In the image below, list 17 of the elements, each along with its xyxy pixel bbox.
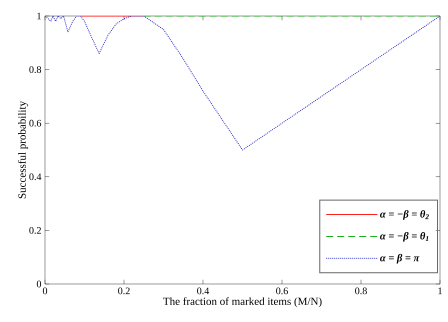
x-axis-title: The fraction of marked items (M/N): [163, 297, 322, 308]
x-tick-label: 0.6: [276, 288, 288, 294]
x-tick-label: 0.4: [197, 288, 210, 294]
x-tick-label: 0.2: [118, 288, 130, 294]
x-tick-label: 0.8: [355, 288, 367, 294]
legend-label: α = β = π: [380, 254, 420, 264]
y-tick-label: 0.6: [29, 120, 42, 127]
legend-label: α = −β = θ$_{1}$: [380, 232, 428, 242]
y-axis-title: Successful probability: [18, 101, 28, 198]
y-tick-label: 0.2: [29, 227, 41, 234]
y-tick-label: 0.8: [29, 66, 42, 73]
y-tick-label: 1: [37, 12, 41, 20]
legend-label: α = −β = θ$_{2}$: [380, 210, 429, 220]
y-tick-label: 0.4: [29, 173, 42, 180]
y-tick-label: 0: [36, 280, 42, 288]
x-tick-label: 0: [42, 288, 48, 294]
x-tick-label: 1: [438, 288, 442, 294]
